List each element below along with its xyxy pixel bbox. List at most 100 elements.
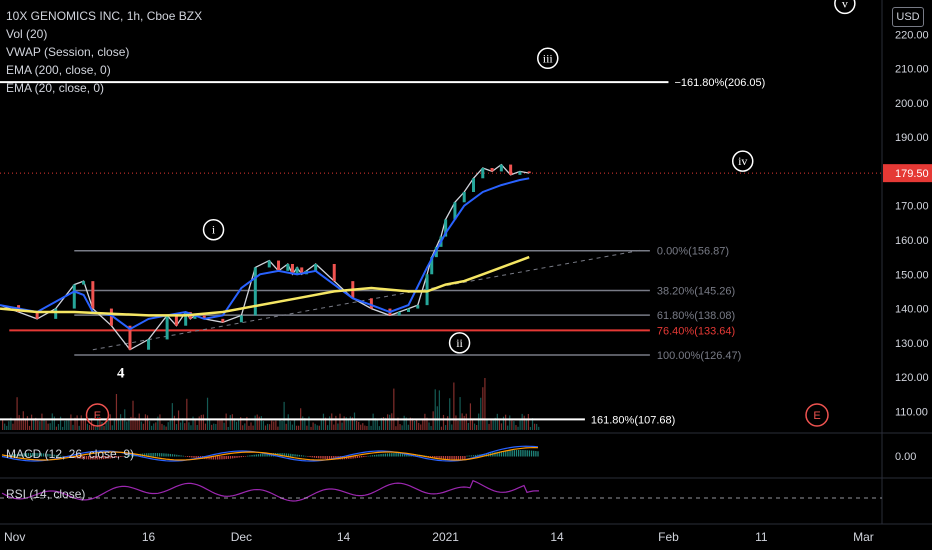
volume-bar [505,414,507,430]
price-tick-label: 210.00 [895,64,929,76]
macd-histogram-bar [266,453,268,457]
legend-vwap[interactable]: VWAP (Session, close) [6,45,130,59]
legend-ema200[interactable]: EMA (200, close, 0) [6,63,111,77]
volume-bar [45,420,47,430]
macd-histogram-bar [195,456,197,459]
volume-bar [86,423,89,430]
price-candle [202,315,206,319]
volume-bar [536,423,538,430]
macd-histogram-bar [462,456,464,460]
macd-histogram-bar [447,456,449,460]
macd-histogram-bar [167,453,169,457]
volume-bar [39,421,41,430]
macd-histogram-bar [483,453,485,457]
volume-bar [347,419,349,430]
macd-histogram-bar [94,456,96,460]
macd-histogram-bar [522,450,524,457]
last-price-badge [883,164,932,183]
price-candle [82,281,86,285]
last-price-label: 179.50 [895,168,929,180]
volume-bar [343,416,345,430]
macd-histogram-bar [148,453,150,457]
volume-bar [329,416,331,430]
legend-symbol[interactable]: 10X GENOMICS INC, 1h, Cboe BZX [6,9,203,23]
macd-histogram-bar [79,456,81,459]
volume-bar [507,425,509,430]
volume-bar [26,416,29,430]
volume-bar [476,425,478,430]
macd-histogram-bar [83,456,85,460]
volume-bar [221,418,223,430]
volume-bar [126,421,128,430]
price-tick-label: 220.00 [895,29,929,41]
volume-bar [237,418,240,430]
volume-bar [397,417,399,430]
time-tick-label: 2021 [432,530,459,544]
price-candle [300,267,304,275]
volume-bar [273,421,275,430]
volume-layer [2,377,540,430]
price-candle [527,171,531,174]
volume-bar [219,420,221,430]
volume-bar [64,420,66,430]
extension-level-label: 161.80%(107.68) [591,414,675,426]
volume-bar [84,420,86,430]
volume-bar [333,424,335,430]
price-candle [35,312,39,319]
volume-bar [469,403,472,430]
volume-bar [434,389,436,430]
volume-bar [235,421,238,430]
macd-histogram-bar [242,456,245,457]
volume-bar [165,426,167,430]
chart-legend: 10X GENOMICS INC, 1h, Cboe BZX Vol (20) … [6,7,202,97]
macd-histogram-bar [391,453,393,457]
currency-button[interactable]: USD [892,7,924,27]
volume-bar [209,419,211,430]
rsi-pane-label[interactable]: RSI (14, close) [6,487,86,501]
macd-histogram-bar [107,456,109,459]
volume-bar [424,413,426,430]
price-candle [397,312,401,316]
price-candle [407,308,411,312]
volume-bar [337,423,339,430]
volume-bar [215,423,217,430]
volume-bar [8,421,10,430]
volume-bar [411,418,414,430]
volume-bar [80,415,82,430]
volume-bar [492,419,494,430]
volume-bar [405,417,407,430]
time-tick-label: Dec [231,530,252,544]
macd-histogram-bar [464,456,466,460]
macd-histogram-bar [315,456,318,458]
macd-histogram-bar [137,454,139,457]
macd-histogram-bar [98,456,101,460]
macd-histogram-bar [174,454,176,457]
volume-bar [142,423,144,430]
macd-pane-label[interactable]: MACD (12, 26, close, 9) [6,447,135,461]
price-candle [184,312,188,326]
macd-signal-line [1,446,539,461]
legend-ema20[interactable]: EMA (20, close, 0) [6,81,105,95]
macd-histogram-bar [118,456,120,458]
volume-bar [78,425,80,430]
volume-bar [182,418,184,430]
volume-bar [527,414,529,430]
macd-histogram-bar [45,453,47,457]
macd-histogram-bar [260,453,262,457]
macd-histogram-bar [494,452,496,457]
volume-bar [225,413,227,430]
macd-histogram-bar [229,456,232,459]
macd-histogram-bar [307,456,309,457]
macd-histogram-bar [371,455,374,457]
legend-vol[interactable]: Vol (20) [6,27,48,41]
macd-histogram-bar [399,453,402,457]
volume-bar [155,422,157,430]
price-line [0,163,530,351]
volume-bar [484,377,486,430]
volume-bar [353,412,356,430]
macd-histogram-bar [470,455,472,457]
volume-bar [10,417,12,430]
price-candle [72,284,76,309]
